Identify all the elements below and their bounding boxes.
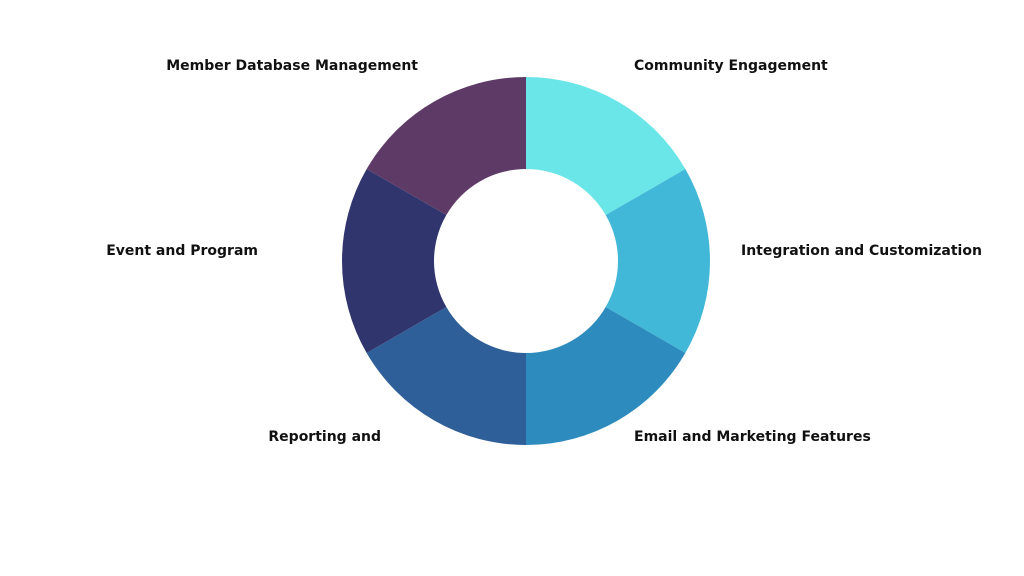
segment (526, 77, 686, 215)
segment-label: Email and Marketing Features (634, 429, 871, 445)
segment (605, 169, 710, 353)
segment-label: Reporting and (268, 429, 381, 445)
segment-label: Member Database Management (166, 58, 418, 74)
segment (366, 307, 526, 445)
segment-label: Event and Program (106, 243, 258, 259)
segment-label: Integration and Customization (741, 243, 982, 259)
segment (342, 169, 447, 353)
segment (526, 307, 686, 445)
segment-label: Community Engagement (634, 58, 828, 74)
segment (366, 77, 526, 215)
